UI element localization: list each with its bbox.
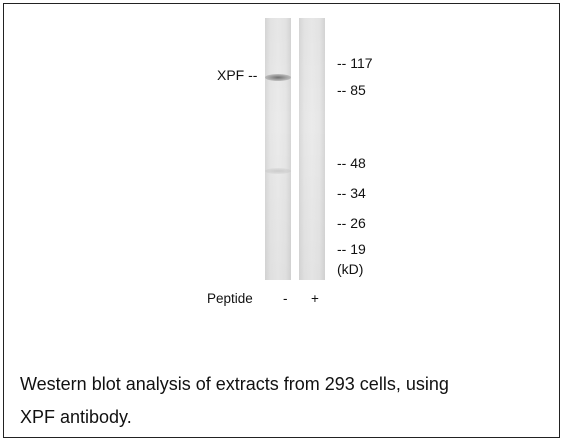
marker-34: -- 34 xyxy=(337,185,366,201)
xpf-band-label: XPF -- xyxy=(217,67,258,83)
marker-unit: (kD) xyxy=(337,261,364,277)
blot-lane-without-peptide xyxy=(265,18,291,280)
caption-line-2: XPF antibody. xyxy=(20,407,132,427)
marker-85: -- 85 xyxy=(337,82,366,98)
blot-lane-with-peptide xyxy=(299,18,325,280)
peptide-label: Peptide xyxy=(207,291,253,306)
marker-117: -- 117 xyxy=(337,55,373,71)
peptide-minus: - xyxy=(283,291,288,306)
marker-19: -- 19 xyxy=(337,241,366,257)
xpf-band xyxy=(265,74,291,81)
marker-48: -- 48 xyxy=(337,155,366,171)
marker-26: -- 26 xyxy=(337,215,366,231)
peptide-plus: + xyxy=(311,291,319,306)
caption-line-1: Western blot analysis of extracts from 2… xyxy=(20,374,449,394)
faint-band xyxy=(265,168,291,174)
